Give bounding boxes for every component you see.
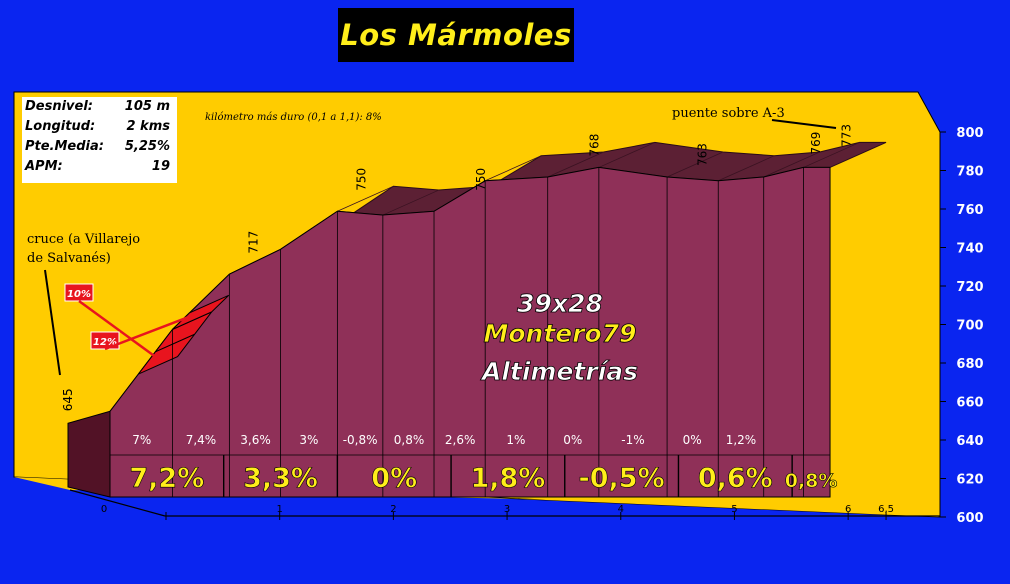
profile-top-ridge <box>598 142 656 168</box>
segment-gradient-label: 1,2% <box>726 433 757 447</box>
annotation-pointer <box>44 269 61 376</box>
chart-title: Los Mármoles <box>340 18 572 52</box>
info-row-pendiente: Pte.Media: 5,25% <box>25 139 174 159</box>
profile-front-face <box>109 166 831 498</box>
info-value: 5,25% <box>124 139 170 154</box>
segment-gradient-label: 0% <box>683 433 702 447</box>
elevation-label: 645 <box>61 388 75 411</box>
info-value: 19 <box>151 159 170 174</box>
segment-gradient-label: 0,8% <box>394 433 425 447</box>
km-gradient-label: -0,5% <box>579 463 665 494</box>
y-tick-label: 620 <box>956 473 983 488</box>
profile-side-face <box>67 410 111 498</box>
segment-gradient-label: 7,4% <box>186 433 217 447</box>
annotation-pointer <box>771 119 837 129</box>
km-gradient-label: 0,6% <box>698 463 773 494</box>
segment-gradient-label: -1% <box>621 433 644 447</box>
info-row-longitud: Longitud: 2 kms <box>25 119 174 139</box>
info-box: Desnivel: 105 m Longitud: 2 kms Pte.Medi… <box>22 97 177 183</box>
annotation-text: cruce (a Villarejo <box>27 232 140 247</box>
profile-top-ridge <box>666 151 724 178</box>
elevation-label: 768 <box>587 134 601 157</box>
profile-top-ridge <box>337 185 394 212</box>
elevation-label: 750 <box>354 168 368 191</box>
km-gradient-label: 1,8% <box>470 463 545 494</box>
elevation-label: 769 <box>809 132 823 155</box>
elevation-label: 717 <box>246 231 260 254</box>
profile-top-ridge <box>382 189 440 216</box>
km-gradient-label: 0,8% <box>785 470 838 492</box>
y-tick-label: 660 <box>956 396 983 411</box>
x-tick-label: 6 <box>845 504 851 515</box>
profile-top-ridge <box>718 155 775 182</box>
y-tick-label: 720 <box>956 280 983 295</box>
y-tick-label: 700 <box>956 319 983 334</box>
y-tick-label: 640 <box>956 434 983 449</box>
info-label: APM: <box>25 159 63 174</box>
steep-callout-label: 12% <box>93 337 117 348</box>
segment-gradient-label: 1% <box>506 433 525 447</box>
km-gradient-label: 3,3% <box>243 463 318 494</box>
elevation-label: 773 <box>839 124 853 147</box>
x-tick-label: 4 <box>618 504 624 515</box>
watermark-text: Altimetrías <box>480 357 638 386</box>
watermark-text: Montero79 <box>483 319 636 348</box>
info-value: 2 kms <box>126 119 170 134</box>
profile-top-ridge <box>547 151 604 178</box>
watermark-text: 39x28 <box>517 289 603 318</box>
y-tick-label: 600 <box>956 511 983 526</box>
y-tick-label: 800 <box>956 126 983 141</box>
segment-gradient-label: 3% <box>299 433 318 447</box>
info-label: Desnivel: <box>25 99 94 114</box>
hardest-km-note: kilómetro más duro (0,1 a 1,1): 8% <box>205 112 382 123</box>
info-label: Longitud: <box>25 119 96 134</box>
info-value: 105 m <box>124 99 170 114</box>
info-label: Pte.Media: <box>25 139 104 154</box>
x-tick-label: 6,5 <box>878 504 894 515</box>
x-tick-label: 0 <box>101 504 107 515</box>
elevation-label: 750 <box>474 168 488 191</box>
profile-top-ridge <box>803 142 860 168</box>
segment-gradient-label: -0,8% <box>343 433 378 447</box>
segment-gradient-label: 7% <box>132 433 151 447</box>
x-tick-label: 2 <box>390 504 396 515</box>
km-gradient-label: 0% <box>371 463 417 494</box>
x-axis-floor-edge <box>69 489 166 517</box>
x-tick-label: 3 <box>504 504 510 515</box>
profile-top-ridge <box>763 151 820 178</box>
x-tick-label: 1 <box>277 504 283 515</box>
y-tick-label: 780 <box>956 165 983 180</box>
segment-gradient-label: 3,6% <box>240 433 271 447</box>
annotation-text: de Salvanés) <box>27 251 111 266</box>
profile-top-ridge <box>485 155 542 182</box>
steep-callout-label: 10% <box>67 289 91 300</box>
y-tick-label: 680 <box>956 357 983 372</box>
steep-callout-pointer <box>78 299 158 359</box>
info-row-desnivel: Desnivel: 105 m <box>25 99 174 119</box>
info-row-apm: APM: 19 <box>25 159 174 179</box>
y-tick-label: 760 <box>956 203 983 218</box>
segment-gradient-label: 0% <box>563 433 582 447</box>
annotation-text: puente sobre A-3 <box>672 106 785 121</box>
segment-gradient-label: 2,6% <box>445 433 476 447</box>
x-tick-label: 5 <box>731 504 737 515</box>
chart-title-box: Los Mármoles <box>338 8 574 62</box>
elevation-label: 763 <box>695 143 709 166</box>
y-tick-label: 740 <box>956 242 983 257</box>
km-gradient-label: 7,2% <box>129 463 204 494</box>
steep-callout-pointer <box>104 314 192 351</box>
